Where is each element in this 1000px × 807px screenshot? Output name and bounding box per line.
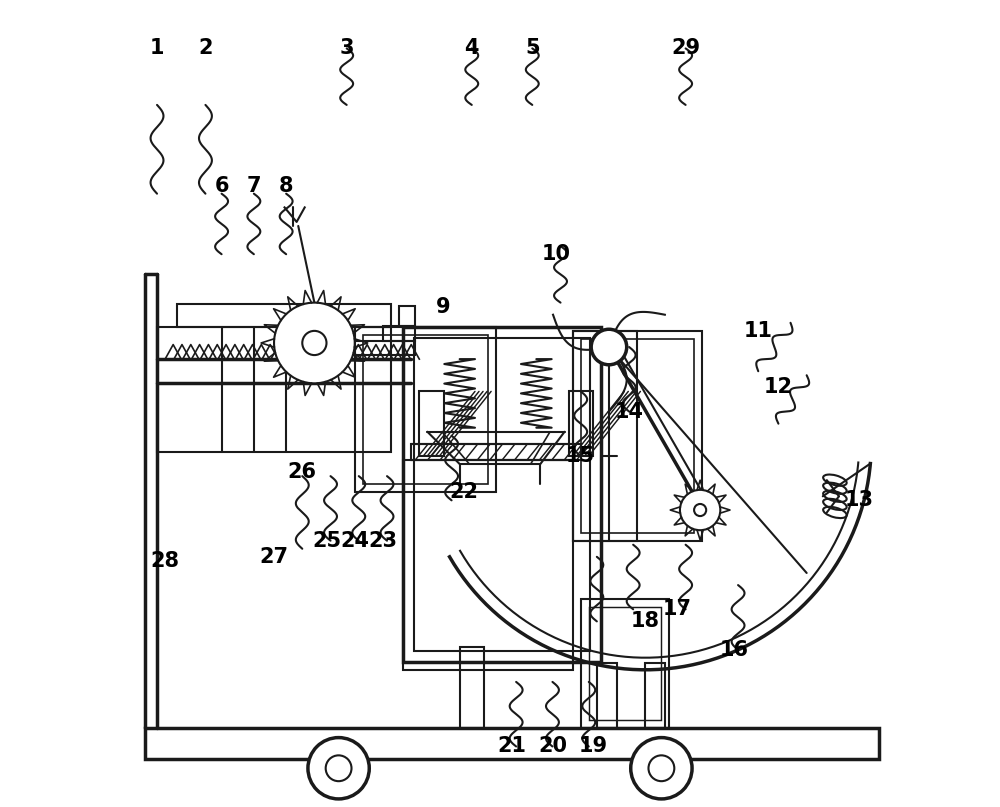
Circle shape (680, 490, 720, 530)
Text: 27: 27 (260, 547, 289, 567)
Text: 16: 16 (720, 640, 749, 659)
Text: 12: 12 (764, 378, 793, 397)
Text: 3: 3 (339, 39, 354, 58)
Bar (363, 335, 488, 484)
Circle shape (274, 303, 355, 383)
Text: 26: 26 (288, 462, 317, 482)
Bar (399, 306, 415, 326)
Text: 7: 7 (247, 176, 261, 195)
Text: 29: 29 (671, 39, 700, 58)
Bar (411, 444, 581, 460)
Bar (145, 728, 879, 759)
Text: 19: 19 (578, 737, 607, 756)
Text: 18: 18 (631, 612, 660, 631)
Bar (157, 327, 391, 452)
Bar (581, 339, 694, 533)
Bar (414, 338, 590, 651)
Bar (177, 304, 391, 327)
Text: 1: 1 (150, 39, 164, 58)
Text: 23: 23 (368, 531, 397, 550)
Text: 25: 25 (312, 531, 341, 550)
Circle shape (631, 738, 692, 799)
Text: 2: 2 (198, 39, 213, 58)
Text: 17: 17 (663, 600, 692, 619)
Text: 4: 4 (465, 39, 479, 58)
Bar (597, 663, 617, 728)
Bar (573, 331, 702, 541)
Circle shape (308, 738, 369, 799)
Circle shape (694, 504, 706, 516)
Text: 22: 22 (449, 483, 478, 502)
Text: 21: 21 (498, 737, 527, 756)
Text: 11: 11 (744, 321, 773, 341)
Bar (573, 331, 637, 541)
Text: 10: 10 (542, 245, 571, 264)
Text: 24: 24 (340, 531, 369, 550)
Bar (569, 391, 593, 456)
Bar (383, 326, 415, 341)
Text: 8: 8 (279, 176, 293, 195)
Text: 28: 28 (151, 551, 180, 571)
Text: 5: 5 (525, 39, 540, 58)
Bar (589, 607, 661, 720)
Circle shape (302, 331, 326, 355)
Circle shape (326, 755, 352, 781)
Text: 6: 6 (214, 176, 229, 195)
Text: 13: 13 (845, 491, 874, 510)
Bar (403, 460, 573, 670)
Bar (460, 647, 484, 728)
Bar (355, 327, 496, 492)
Text: 9: 9 (436, 297, 451, 316)
Bar (403, 327, 601, 662)
Bar (581, 599, 669, 728)
Text: 20: 20 (538, 737, 567, 756)
Bar (351, 341, 415, 355)
Bar (645, 663, 665, 728)
Text: 15: 15 (566, 446, 595, 466)
Circle shape (591, 329, 627, 365)
Text: 14: 14 (615, 402, 644, 421)
Bar (419, 391, 444, 456)
Circle shape (648, 755, 674, 781)
